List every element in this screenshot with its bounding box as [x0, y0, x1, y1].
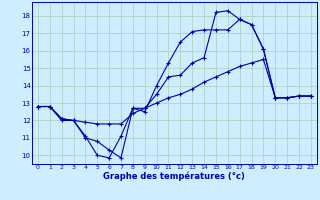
- X-axis label: Graphe des températures (°c): Graphe des températures (°c): [103, 172, 245, 181]
